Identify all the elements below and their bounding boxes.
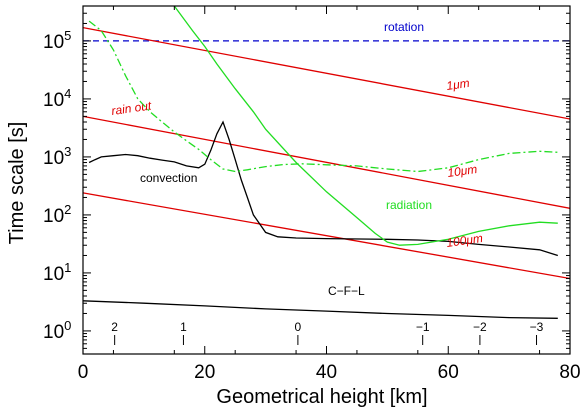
log-marker-label-0: 2 bbox=[111, 320, 118, 334]
log-marker-label-3: −1 bbox=[416, 320, 430, 334]
rain-out-label: rain out bbox=[110, 98, 152, 118]
x-axis-title: Geometrical height [km] bbox=[216, 386, 427, 408]
cfl-label: C−F−L bbox=[328, 284, 365, 298]
y-tick-label-0: 100 bbox=[43, 318, 71, 343]
series-cfl bbox=[83, 300, 558, 319]
y-axis-title: Time scale [s] bbox=[6, 122, 28, 245]
10um-label: 10μm bbox=[446, 162, 478, 180]
y-tick-label-1: 101 bbox=[43, 260, 71, 285]
log-marker-label-5: −3 bbox=[530, 320, 544, 334]
radiation-label: radiation bbox=[386, 198, 432, 212]
series-convection bbox=[88, 120, 558, 257]
y-tick-label-3: 103 bbox=[43, 144, 71, 169]
log-marker-label-4: −2 bbox=[473, 320, 487, 334]
plot-content bbox=[83, 6, 570, 319]
series-radiation_dashdot bbox=[88, 20, 558, 173]
100um-label: 100μm bbox=[445, 231, 483, 250]
x-tick-label-0: 0 bbox=[78, 362, 89, 383]
1um-label: 1μm bbox=[445, 76, 470, 93]
log-marker-label-2: 0 bbox=[295, 320, 302, 334]
x-tick-label-3: 60 bbox=[438, 362, 459, 383]
series-um10 bbox=[83, 115, 570, 209]
x-tick-label-1: 20 bbox=[194, 362, 215, 383]
y-tick-label-2: 102 bbox=[43, 202, 71, 227]
annotations: rotation rain out 1μm 10μm 100μm convect… bbox=[110, 20, 483, 298]
y-tick-label-4: 104 bbox=[43, 86, 71, 111]
convection-label: convection bbox=[140, 171, 197, 185]
y-tick-label-5: 105 bbox=[43, 28, 71, 53]
log-marker-label-1: 1 bbox=[180, 320, 187, 334]
x-tick-label-2: 40 bbox=[316, 362, 337, 383]
series-um100 bbox=[83, 192, 570, 280]
rotation-label: rotation bbox=[384, 20, 424, 34]
series-radiation bbox=[173, 6, 558, 246]
series-um1 bbox=[83, 26, 570, 120]
log-pressure-markers: 2 1 0 −1 −2 −3 bbox=[111, 320, 544, 345]
x-tick-label-4: 80 bbox=[559, 362, 580, 383]
